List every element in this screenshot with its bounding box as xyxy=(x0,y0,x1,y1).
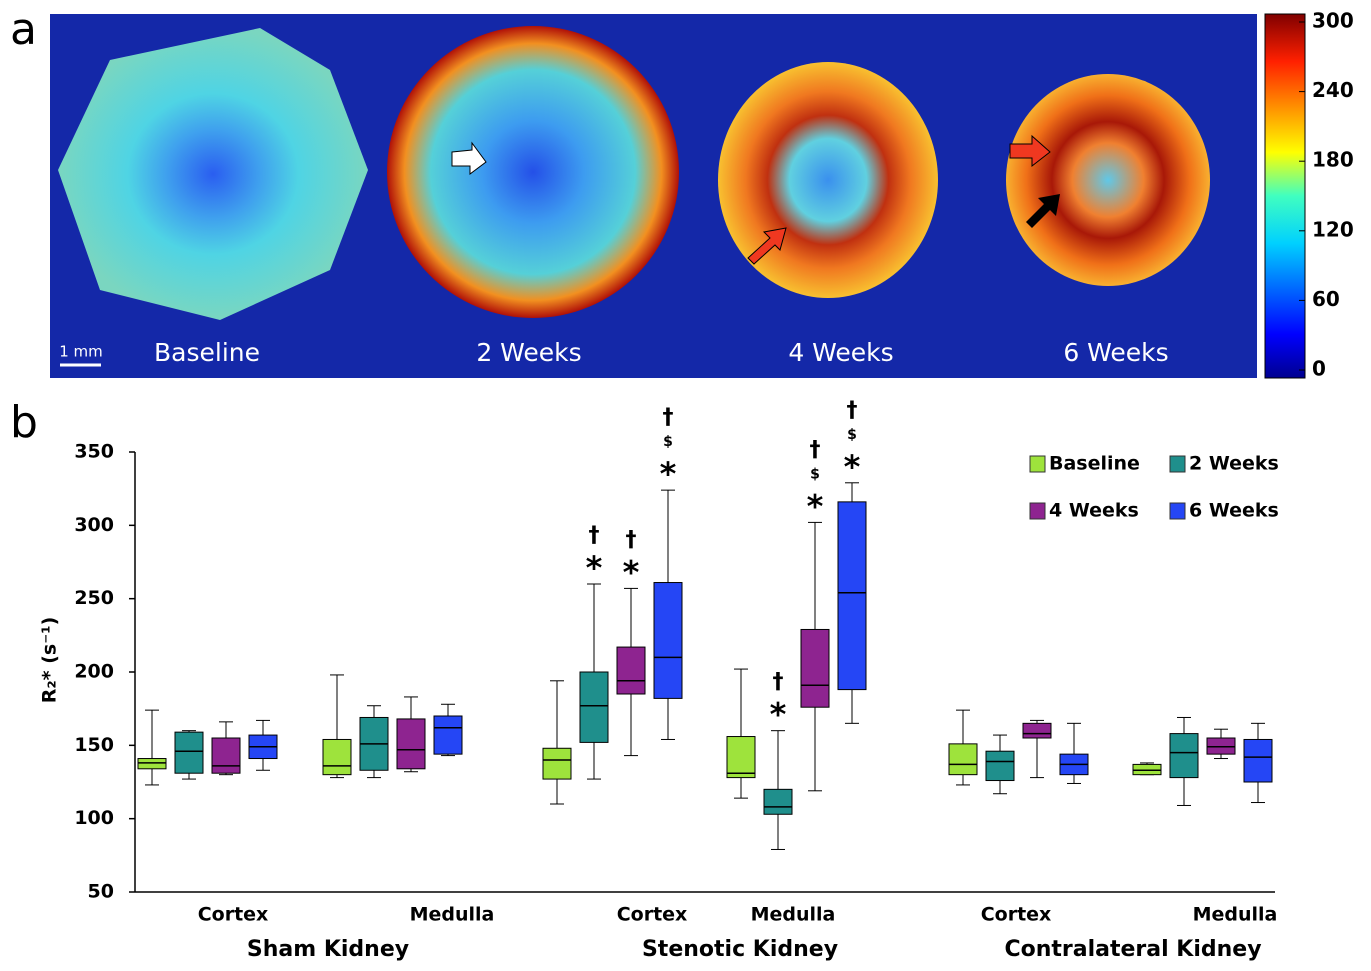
box xyxy=(838,502,866,690)
significance-mark: † xyxy=(589,523,600,548)
box xyxy=(175,732,203,773)
colorbar xyxy=(1265,14,1305,378)
significance-mark: * xyxy=(586,549,603,587)
region-label: Medulla xyxy=(751,904,836,926)
box xyxy=(617,647,645,694)
colorbar-tick-label: 120 xyxy=(1312,217,1354,241)
legend-swatch xyxy=(1170,456,1185,472)
significance-mark: † xyxy=(810,437,821,462)
box xyxy=(397,719,425,769)
significance-mark: * xyxy=(844,448,861,486)
group-label: Sham Kidney xyxy=(247,937,409,962)
box xyxy=(434,716,462,754)
panel-label: a xyxy=(10,4,37,55)
significance-mark: * xyxy=(807,487,824,525)
y-tick-label: 300 xyxy=(74,514,114,536)
image-label: Baseline xyxy=(154,338,260,367)
colorbar-tick-label: 240 xyxy=(1312,78,1354,102)
kidney-6-weeks xyxy=(1006,74,1210,286)
box xyxy=(986,751,1014,780)
box xyxy=(727,737,755,778)
significance-mark: * xyxy=(623,553,640,591)
box xyxy=(801,629,829,707)
box xyxy=(323,739,351,774)
region-label: Medulla xyxy=(410,904,495,926)
panel-label: b xyxy=(10,397,38,448)
region-label: Medulla xyxy=(1193,904,1278,926)
y-tick-label: 250 xyxy=(74,587,114,609)
figure: a 1 mm b R₂* (s⁻¹) Baseline 2 Weeks 4 Week… xyxy=(0,0,1371,967)
significance-mark: * xyxy=(770,696,787,734)
significance-mark: † xyxy=(626,527,637,552)
box xyxy=(543,748,571,779)
legend-label: 4 Weeks xyxy=(1049,500,1139,522)
legend-swatch xyxy=(1030,456,1045,472)
box xyxy=(1244,739,1272,782)
box xyxy=(212,738,240,773)
y-tick-label: 150 xyxy=(74,734,114,756)
box xyxy=(1023,723,1051,738)
scale-bar-label: 1 mm xyxy=(59,343,103,361)
image-label: 6 Weeks xyxy=(1063,338,1168,367)
significance-mark: * xyxy=(660,455,677,493)
group-label: Contralateral Kidney xyxy=(1004,937,1261,962)
colorbar-tick-label: 60 xyxy=(1312,287,1340,311)
box xyxy=(764,789,792,814)
image-label: 4 Weeks xyxy=(788,338,893,367)
y-tick-label: 350 xyxy=(74,441,114,463)
y-tick-label: 50 xyxy=(88,881,114,903)
legend-label: 6 Weeks xyxy=(1189,500,1279,522)
colorbar-tick-label: 300 xyxy=(1312,9,1354,33)
kidney-2-weeks xyxy=(387,26,679,318)
region-label: Cortex xyxy=(198,904,269,926)
box xyxy=(949,744,977,775)
legend-label: 2 Weeks xyxy=(1189,453,1279,475)
y-tick-label: 100 xyxy=(74,807,114,829)
group-label: Stenotic Kidney xyxy=(642,937,838,962)
significance-mark: † xyxy=(773,670,784,695)
colorbar-tick-label: 180 xyxy=(1312,148,1354,172)
y-axis-label: R₂* (s⁻¹) xyxy=(39,617,61,704)
significance-mark: † xyxy=(847,398,858,423)
significance-mark: $ xyxy=(810,466,820,482)
region-label: Cortex xyxy=(981,904,1052,926)
legend-label: Baseline xyxy=(1049,453,1140,475)
legend-swatch xyxy=(1030,503,1045,519)
significance-mark: † xyxy=(663,405,674,430)
box xyxy=(1170,734,1198,778)
box xyxy=(654,583,682,699)
legend-swatch xyxy=(1170,503,1185,519)
box xyxy=(580,672,608,742)
significance-mark: $ xyxy=(847,427,857,443)
colorbar-tick-label: 0 xyxy=(1312,357,1326,381)
significance-mark: $ xyxy=(663,434,673,450)
image-label: 2 Weeks xyxy=(476,338,581,367)
region-label: Cortex xyxy=(617,904,688,926)
kidney-4-weeks xyxy=(718,62,938,298)
y-tick-label: 200 xyxy=(74,661,114,683)
